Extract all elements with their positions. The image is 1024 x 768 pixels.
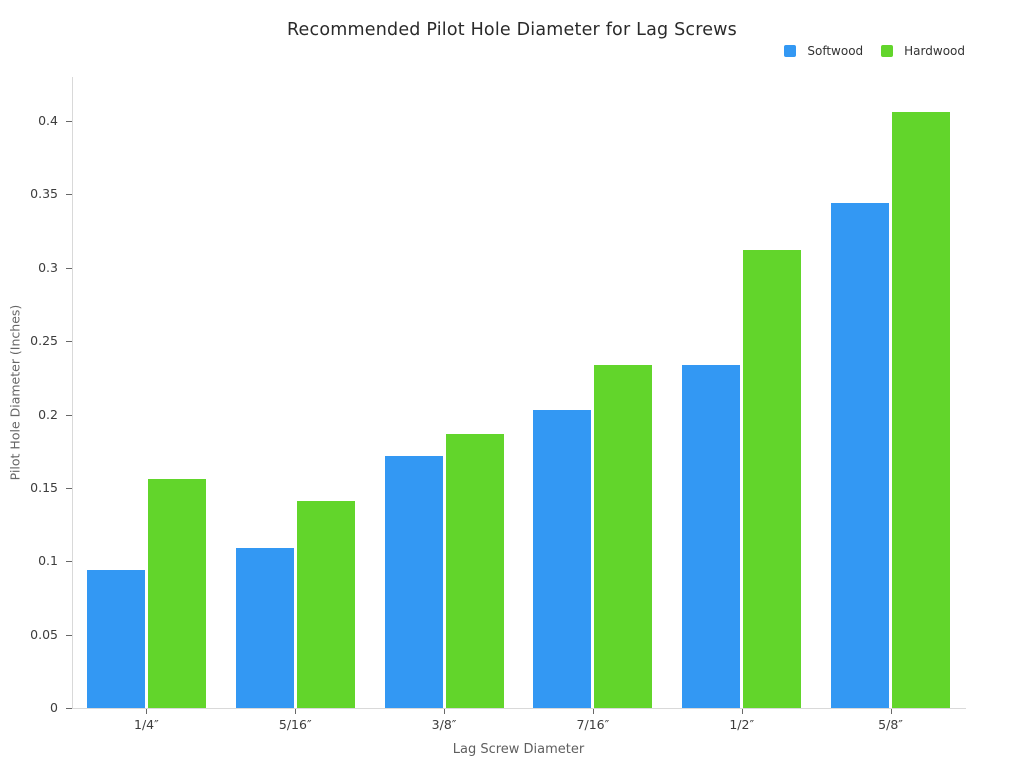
- legend-label-hardwood: Hardwood: [904, 44, 965, 58]
- y-tick: [66, 487, 72, 489]
- x-tick-label: 7/16″: [576, 717, 610, 732]
- y-tick: [66, 561, 72, 563]
- y-tick-label: 0: [50, 700, 58, 715]
- y-tick: [66, 634, 72, 636]
- y-tick-label: 0.3: [38, 259, 58, 275]
- x-tick: [890, 709, 892, 714]
- bar-hardwood-3: [594, 364, 653, 708]
- bar-softwood-0: [86, 570, 145, 708]
- legend-item-softwood[interactable]: Softwood: [784, 44, 863, 58]
- y-axis-title: Pilot Hole Diameter (Inches): [7, 304, 23, 481]
- x-tick-label: 5/8″: [878, 717, 903, 732]
- bar-softwood-1: [235, 548, 294, 708]
- y-tick: [66, 194, 72, 196]
- y-tick-label: 0.15: [30, 479, 58, 495]
- bar-hardwood-1: [296, 501, 355, 708]
- y-tick-label: 0.2: [38, 406, 58, 422]
- x-tick: [592, 709, 594, 714]
- y-tick-label: 0.05: [30, 626, 58, 642]
- bar-hardwood-4: [743, 250, 802, 708]
- bar-softwood-5: [831, 203, 890, 708]
- y-tick: [66, 267, 72, 269]
- bar-hardwood-0: [147, 479, 206, 708]
- x-tick-label: 5/16″: [278, 717, 312, 732]
- y-tick: [66, 708, 72, 709]
- bar-softwood-2: [384, 455, 443, 708]
- y-tick-label: 0.4: [38, 113, 58, 129]
- x-tick-label: 3/8″: [431, 717, 457, 732]
- y-tick-label: 0.1: [38, 553, 58, 569]
- legend: Softwood Hardwood: [784, 44, 965, 58]
- x-tick: [444, 709, 446, 714]
- bar-softwood-4: [682, 364, 741, 708]
- y-tick: [66, 414, 72, 416]
- chart-title: Recommended Pilot Hole Diameter for Lag …: [286, 20, 737, 40]
- x-tick: [741, 709, 743, 714]
- y-tick-label: 0.35: [30, 186, 58, 202]
- y-tick-label: 0.25: [30, 333, 58, 349]
- x-tick: [146, 709, 148, 714]
- bar-softwood-3: [533, 410, 592, 708]
- legend-swatch-hardwood: [881, 45, 894, 57]
- bar-hardwood-2: [445, 433, 504, 708]
- y-axis-line: [72, 77, 73, 708]
- x-axis-title: Lag Screw Diameter: [452, 742, 585, 757]
- legend-label-softwood: Softwood: [807, 44, 864, 58]
- x-tick: [295, 709, 297, 714]
- bar-hardwood-5: [892, 112, 951, 708]
- x-tick-label: 1/2″: [729, 717, 755, 732]
- legend-swatch-softwood: [784, 45, 797, 57]
- y-tick: [66, 121, 72, 123]
- legend-item-hardwood[interactable]: Hardwood: [881, 44, 965, 58]
- x-tick-label: 1/4″: [134, 717, 159, 732]
- x-axis-line: [72, 708, 966, 709]
- y-tick: [66, 341, 72, 343]
